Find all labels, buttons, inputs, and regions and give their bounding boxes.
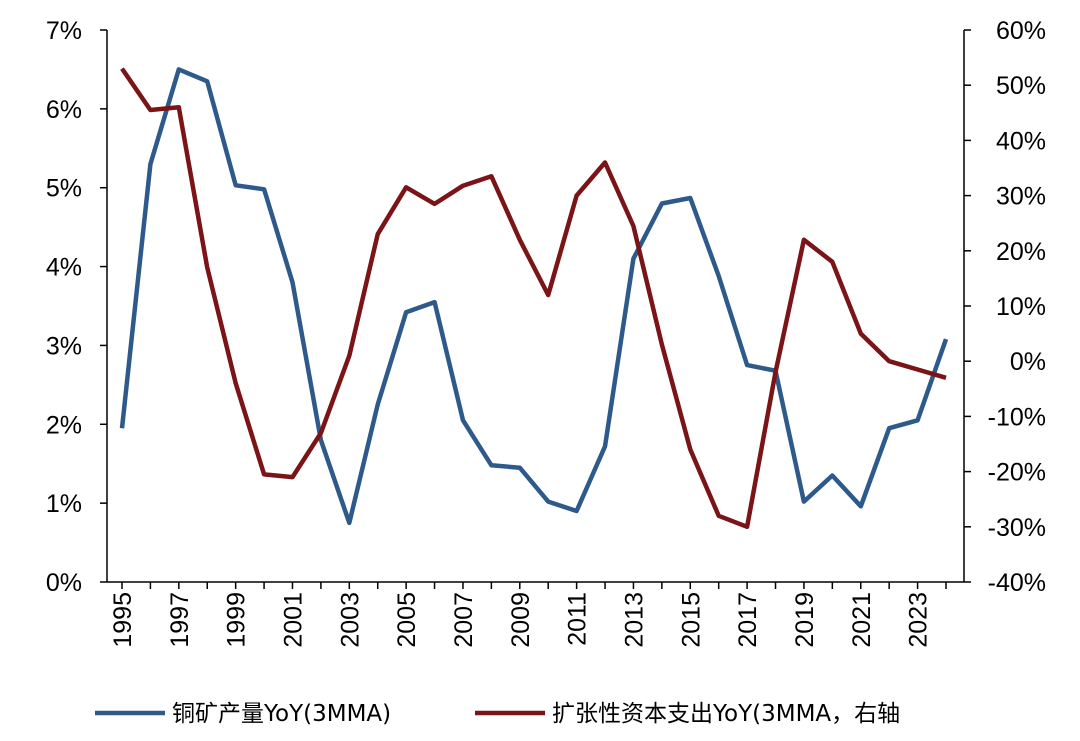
x-tick-label: 2021	[848, 592, 876, 648]
x-tick-label: 2015	[677, 592, 705, 648]
left-tick-label: 5%	[46, 175, 82, 203]
right-tick-label: 40%	[996, 127, 1046, 155]
x-tick-label: 2013	[620, 592, 648, 648]
x-tick-label: 1995	[109, 592, 137, 648]
x-tick-label: 1999	[223, 592, 251, 648]
legend-label-expansion-capex: 扩张性资本支出YoY(3MMA，右轴	[552, 701, 900, 727]
series-line-copper-output	[119, 67, 949, 526]
right-tick-label: 0%	[1010, 348, 1046, 376]
x-tick-label: 1997	[166, 592, 194, 648]
left-tick-label: 7%	[46, 17, 82, 45]
series-line-expansion-capex	[120, 67, 947, 530]
left-tick-label: 3%	[46, 332, 82, 360]
right-tick-label: 30%	[996, 183, 1046, 211]
right-tick-label: 50%	[996, 72, 1046, 100]
right-tick-label: -10%	[988, 403, 1046, 431]
x-tick-label: 2005	[393, 592, 421, 648]
x-tick-label: 2019	[791, 592, 819, 648]
right-tick-label: 20%	[996, 238, 1046, 266]
axes	[106, 30, 965, 583]
left-tick-label: 0%	[46, 569, 82, 597]
left-tick-label: 4%	[46, 254, 82, 282]
right-tick-label: 10%	[996, 293, 1046, 321]
right-tick-label: -30%	[988, 514, 1046, 542]
x-tick-label: 2007	[450, 592, 478, 648]
x-tick-label: 2023	[905, 592, 933, 648]
right-tick-label: 60%	[996, 17, 1046, 45]
x-tick-label: 2017	[734, 592, 762, 648]
left-tick-label: 6%	[46, 96, 82, 124]
legend-label-copper-output: 铜矿产量YoY(3MMA)	[172, 701, 391, 727]
series-layer	[119, 67, 949, 530]
ticks: 0% 1% 2% 3% 4% 5% 6% 7% -40% -30% -20% -10% 0% 10% 20%…	[46, 17, 1046, 648]
legend: 铜矿产量YoY(3MMA) 扩张性资本支出YoY(3MMA，右轴	[95, 701, 900, 727]
right-tick-label: -20%	[988, 459, 1046, 487]
x-tick-label: 2009	[507, 592, 535, 648]
left-tick-label: 2%	[46, 411, 82, 439]
right-tick-label: -40%	[988, 569, 1046, 597]
left-tick-label: 1%	[46, 490, 82, 518]
x-tick-label: 2003	[336, 592, 364, 648]
x-tick-label: 2011	[564, 592, 592, 646]
x-tick-label: 2001	[279, 592, 307, 648]
